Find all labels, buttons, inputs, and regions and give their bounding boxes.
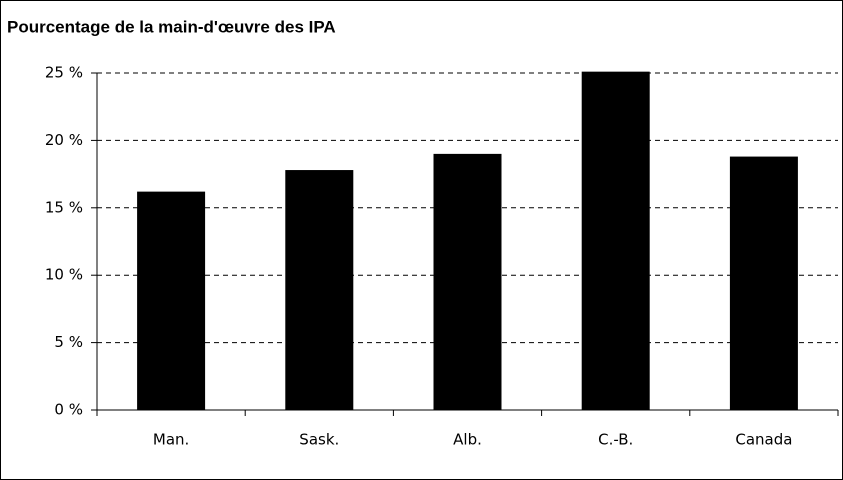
x-tick-label: Man. (153, 431, 189, 449)
y-tick-label: 5 % (54, 333, 83, 351)
x-tick-label: Sask. (299, 431, 339, 449)
x-tick-label: Canada (735, 431, 792, 449)
bar (433, 153, 502, 410)
y-tick-label: 20 % (45, 131, 83, 149)
bar (137, 191, 206, 410)
x-tick-label: Alb. (453, 431, 482, 449)
bar (729, 156, 798, 410)
bar (285, 170, 354, 410)
bar (581, 71, 650, 410)
y-tick-label: 0 % (54, 401, 83, 419)
y-tick-label: 15 % (45, 198, 83, 216)
chart-title: Pourcentage de la main-d'œuvre des IPA (7, 17, 336, 36)
x-tick-label: C.-B. (598, 431, 633, 449)
y-tick-label: 10 % (45, 266, 83, 284)
y-tick-label: 25 % (45, 64, 83, 82)
